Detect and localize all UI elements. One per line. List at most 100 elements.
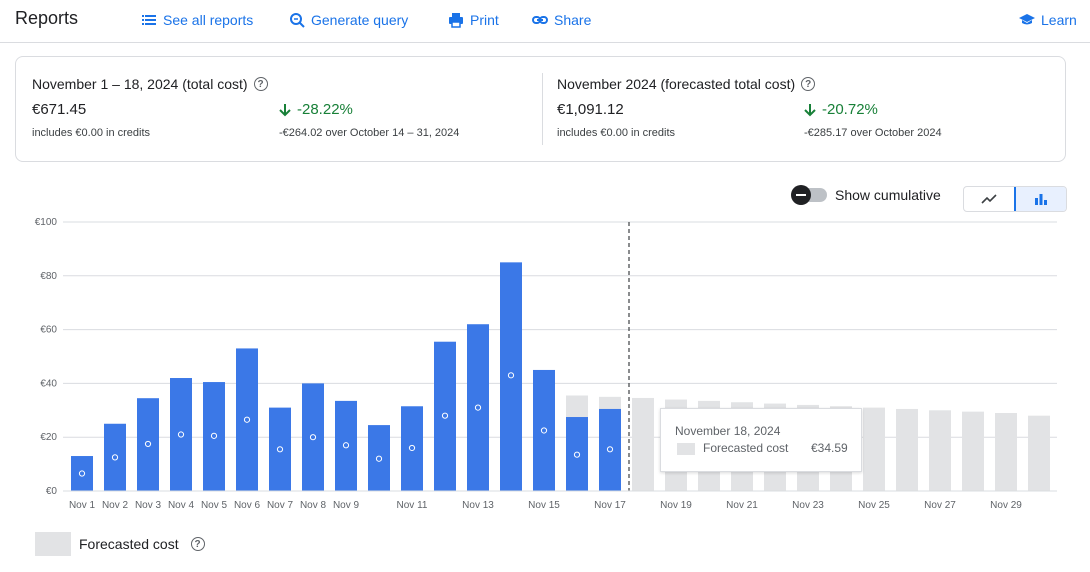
forecast-bar <box>896 408 918 491</box>
bar-marker <box>375 455 383 462</box>
bar-marker <box>408 444 416 452</box>
learn-button[interactable]: Learn <box>1019 10 1077 30</box>
forecast-bar <box>863 407 885 491</box>
arrow-down-icon <box>279 103 291 116</box>
print-button[interactable]: Print <box>448 10 499 30</box>
actual-bar <box>434 341 456 491</box>
summary-left-credits: includes €0.00 in credits <box>32 127 151 139</box>
x-tick-label: Nov 2 <box>102 500 129 511</box>
forecast-bar <box>995 412 1017 491</box>
actual-bar <box>467 324 489 491</box>
x-tick-label: Nov 13 <box>462 500 494 511</box>
summary-left-value: €671.45 <box>32 101 87 118</box>
tooltip-date: November 18, 2024 <box>675 424 781 438</box>
bar-marker <box>177 431 185 438</box>
bar-marker <box>540 427 548 434</box>
actual-bar <box>269 407 291 491</box>
x-tick-label: Nov 27 <box>924 500 956 511</box>
y-tick-label: €20 <box>40 432 57 443</box>
top-bar: Reports See all reports Generate query P… <box>0 0 1090 43</box>
help-icon[interactable]: ? <box>190 537 205 551</box>
actual-bar <box>203 382 225 491</box>
summary-left-label: November 1 – 18, 2024 (total cost) ? <box>32 76 268 92</box>
x-tick-label: Nov 7 <box>267 500 294 511</box>
y-tick-label: €80 <box>40 271 57 282</box>
learn-label: Learn <box>1041 12 1077 28</box>
actual-bar <box>236 348 258 491</box>
x-tick-label: Nov 23 <box>792 500 824 511</box>
cumulative-toggle[interactable]: Show cumulative <box>791 185 941 205</box>
legend-swatch-forecast[interactable] <box>35 532 71 556</box>
summary-left-change-value: -28.22% <box>297 101 353 118</box>
actual-bar <box>71 456 93 491</box>
bar-marker <box>309 434 317 441</box>
cumulative-label: Show cumulative <box>835 187 941 203</box>
bar-marker <box>276 446 284 453</box>
help-icon[interactable]: ? <box>253 77 268 91</box>
cost-bar-chart: €0 €20 €40 €60 €80 €100 Nov 1 Nov 2 Nov 3 Nov 4 No… <box>35 217 1057 511</box>
bar-marker <box>243 416 251 423</box>
share-button[interactable]: Share <box>532 10 591 30</box>
summary-right-change-sub: -€285.17 over October 2024 <box>804 127 942 139</box>
x-tick-label: Nov 25 <box>858 500 890 511</box>
actual-bar <box>137 398 159 491</box>
actual-bar <box>566 417 588 491</box>
actual-bar <box>500 262 522 491</box>
bar-marker <box>474 404 482 411</box>
line-view-button[interactable] <box>964 187 1015 211</box>
summary-right-credits: includes €0.00 in credits <box>557 127 676 139</box>
line-chart-icon <box>981 194 997 204</box>
share-label: Share <box>554 12 592 28</box>
help-icon[interactable]: ? <box>801 77 816 91</box>
y-tick-label: €0 <box>46 486 58 497</box>
x-tick-label: Nov 9 <box>333 500 360 511</box>
x-tick-label: Nov 29 <box>990 500 1022 511</box>
actual-bar <box>104 423 126 491</box>
actual-bar <box>170 378 192 491</box>
forecast-bar <box>632 397 654 491</box>
legend-label-forecast: Forecasted cost <box>79 536 179 552</box>
tooltip-swatch <box>677 443 695 455</box>
summary-left: November 1 – 18, 2024 (total cost) ? €67… <box>32 57 532 161</box>
bar-marker <box>441 412 449 419</box>
summary-right-title: November 2024 (forecasted total cost) <box>557 76 796 92</box>
x-tick-label: Nov 17 <box>594 500 626 511</box>
toggle-knob <box>791 185 811 205</box>
bar-marker <box>111 454 119 461</box>
x-tick-label: Nov 19 <box>660 500 692 511</box>
x-tick-label: Nov 3 <box>135 500 162 511</box>
x-tick-label: Nov 21 <box>726 500 758 511</box>
summary-right-value: €1,091.12 <box>557 101 624 118</box>
tooltip-value: €34.59 <box>811 441 848 455</box>
actual-bar <box>599 408 621 491</box>
bar-marker <box>606 446 614 453</box>
actual-bar <box>335 400 357 491</box>
chart-view-switch <box>963 186 1067 212</box>
x-tick-label: Nov 11 <box>397 500 428 511</box>
print-label: Print <box>470 12 499 28</box>
generate-query-button[interactable]: Generate query <box>289 10 408 30</box>
x-tick-label: Nov 8 <box>300 500 327 511</box>
summary-divider <box>542 73 543 145</box>
x-tick-label: Nov 15 <box>528 500 560 511</box>
summary-left-change-sub: -€264.02 over October 14 – 31, 2024 <box>279 127 460 139</box>
generate-query-label: Generate query <box>311 12 409 28</box>
bar-view-button[interactable] <box>1013 187 1066 211</box>
bar-marker <box>78 470 86 477</box>
see-all-reports-label: See all reports <box>163 12 254 28</box>
chart-tooltip: November 18, 2024 Forecasted cost €34.59 <box>660 408 862 472</box>
forecast-bar <box>1028 415 1050 491</box>
toggle-switch[interactable] <box>791 185 827 205</box>
actual-bar <box>368 425 390 491</box>
see-all-reports-button[interactable]: See all reports <box>141 10 253 30</box>
forecast-bar <box>962 411 984 491</box>
y-tick-label: €40 <box>40 378 57 389</box>
actual-bar <box>302 383 324 491</box>
tooltip-series: Forecasted cost <box>703 441 789 455</box>
bar-marker <box>210 432 218 439</box>
summary-right: November 2024 (forecasted total cost) ? … <box>557 57 1057 161</box>
bar-marker <box>144 440 152 448</box>
query-icon <box>290 13 305 28</box>
x-tick-label: Nov 5 <box>201 500 228 511</box>
link-icon <box>532 16 548 24</box>
